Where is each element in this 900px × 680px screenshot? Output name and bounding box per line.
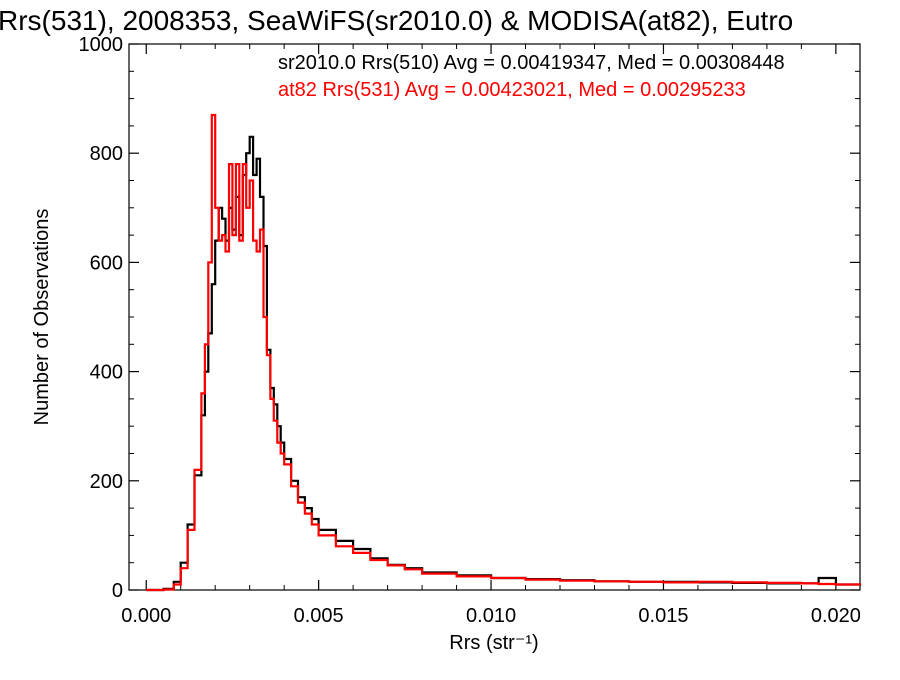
y-tick-label: 600: [90, 252, 123, 274]
y-tick-label: 1000: [79, 34, 124, 56]
series-layer: [146, 113, 862, 592]
y-tick-label: 400: [90, 362, 123, 384]
x-tick-label: 0.020: [811, 605, 861, 627]
y-axis-label: Number of Observations: [31, 209, 53, 426]
x-tick-label: 0.000: [121, 605, 171, 627]
legend-annotation-modisa: at82 Rrs(531) Avg = 0.00423021, Med = 0.…: [278, 79, 746, 101]
x-tick-label: 0.010: [466, 605, 516, 627]
y-tick-label: 0: [112, 580, 123, 602]
x-axis: 0.000 0.005 0.010 0.015 0.020: [121, 44, 861, 627]
x-tick-label: 0.005: [294, 605, 344, 627]
x-tick-label: 0.015: [638, 605, 688, 627]
y-tick-label: 800: [90, 143, 123, 165]
chart-title: Rrs(531), 2008353, SeaWiFS(sr2010.0) & M…: [0, 5, 793, 36]
y-axis: 0 200 400 600 800 1000: [79, 34, 860, 602]
y-tick-label: 200: [90, 471, 123, 493]
legend-annotation-seawifs: sr2010.0 Rrs(510) Avg = 0.00419347, Med …: [278, 52, 785, 74]
x-axis-label: Rrs (str⁻¹): [449, 632, 538, 654]
series-line-modisa: [146, 113, 862, 592]
plot-area-frame: [128, 43, 861, 591]
